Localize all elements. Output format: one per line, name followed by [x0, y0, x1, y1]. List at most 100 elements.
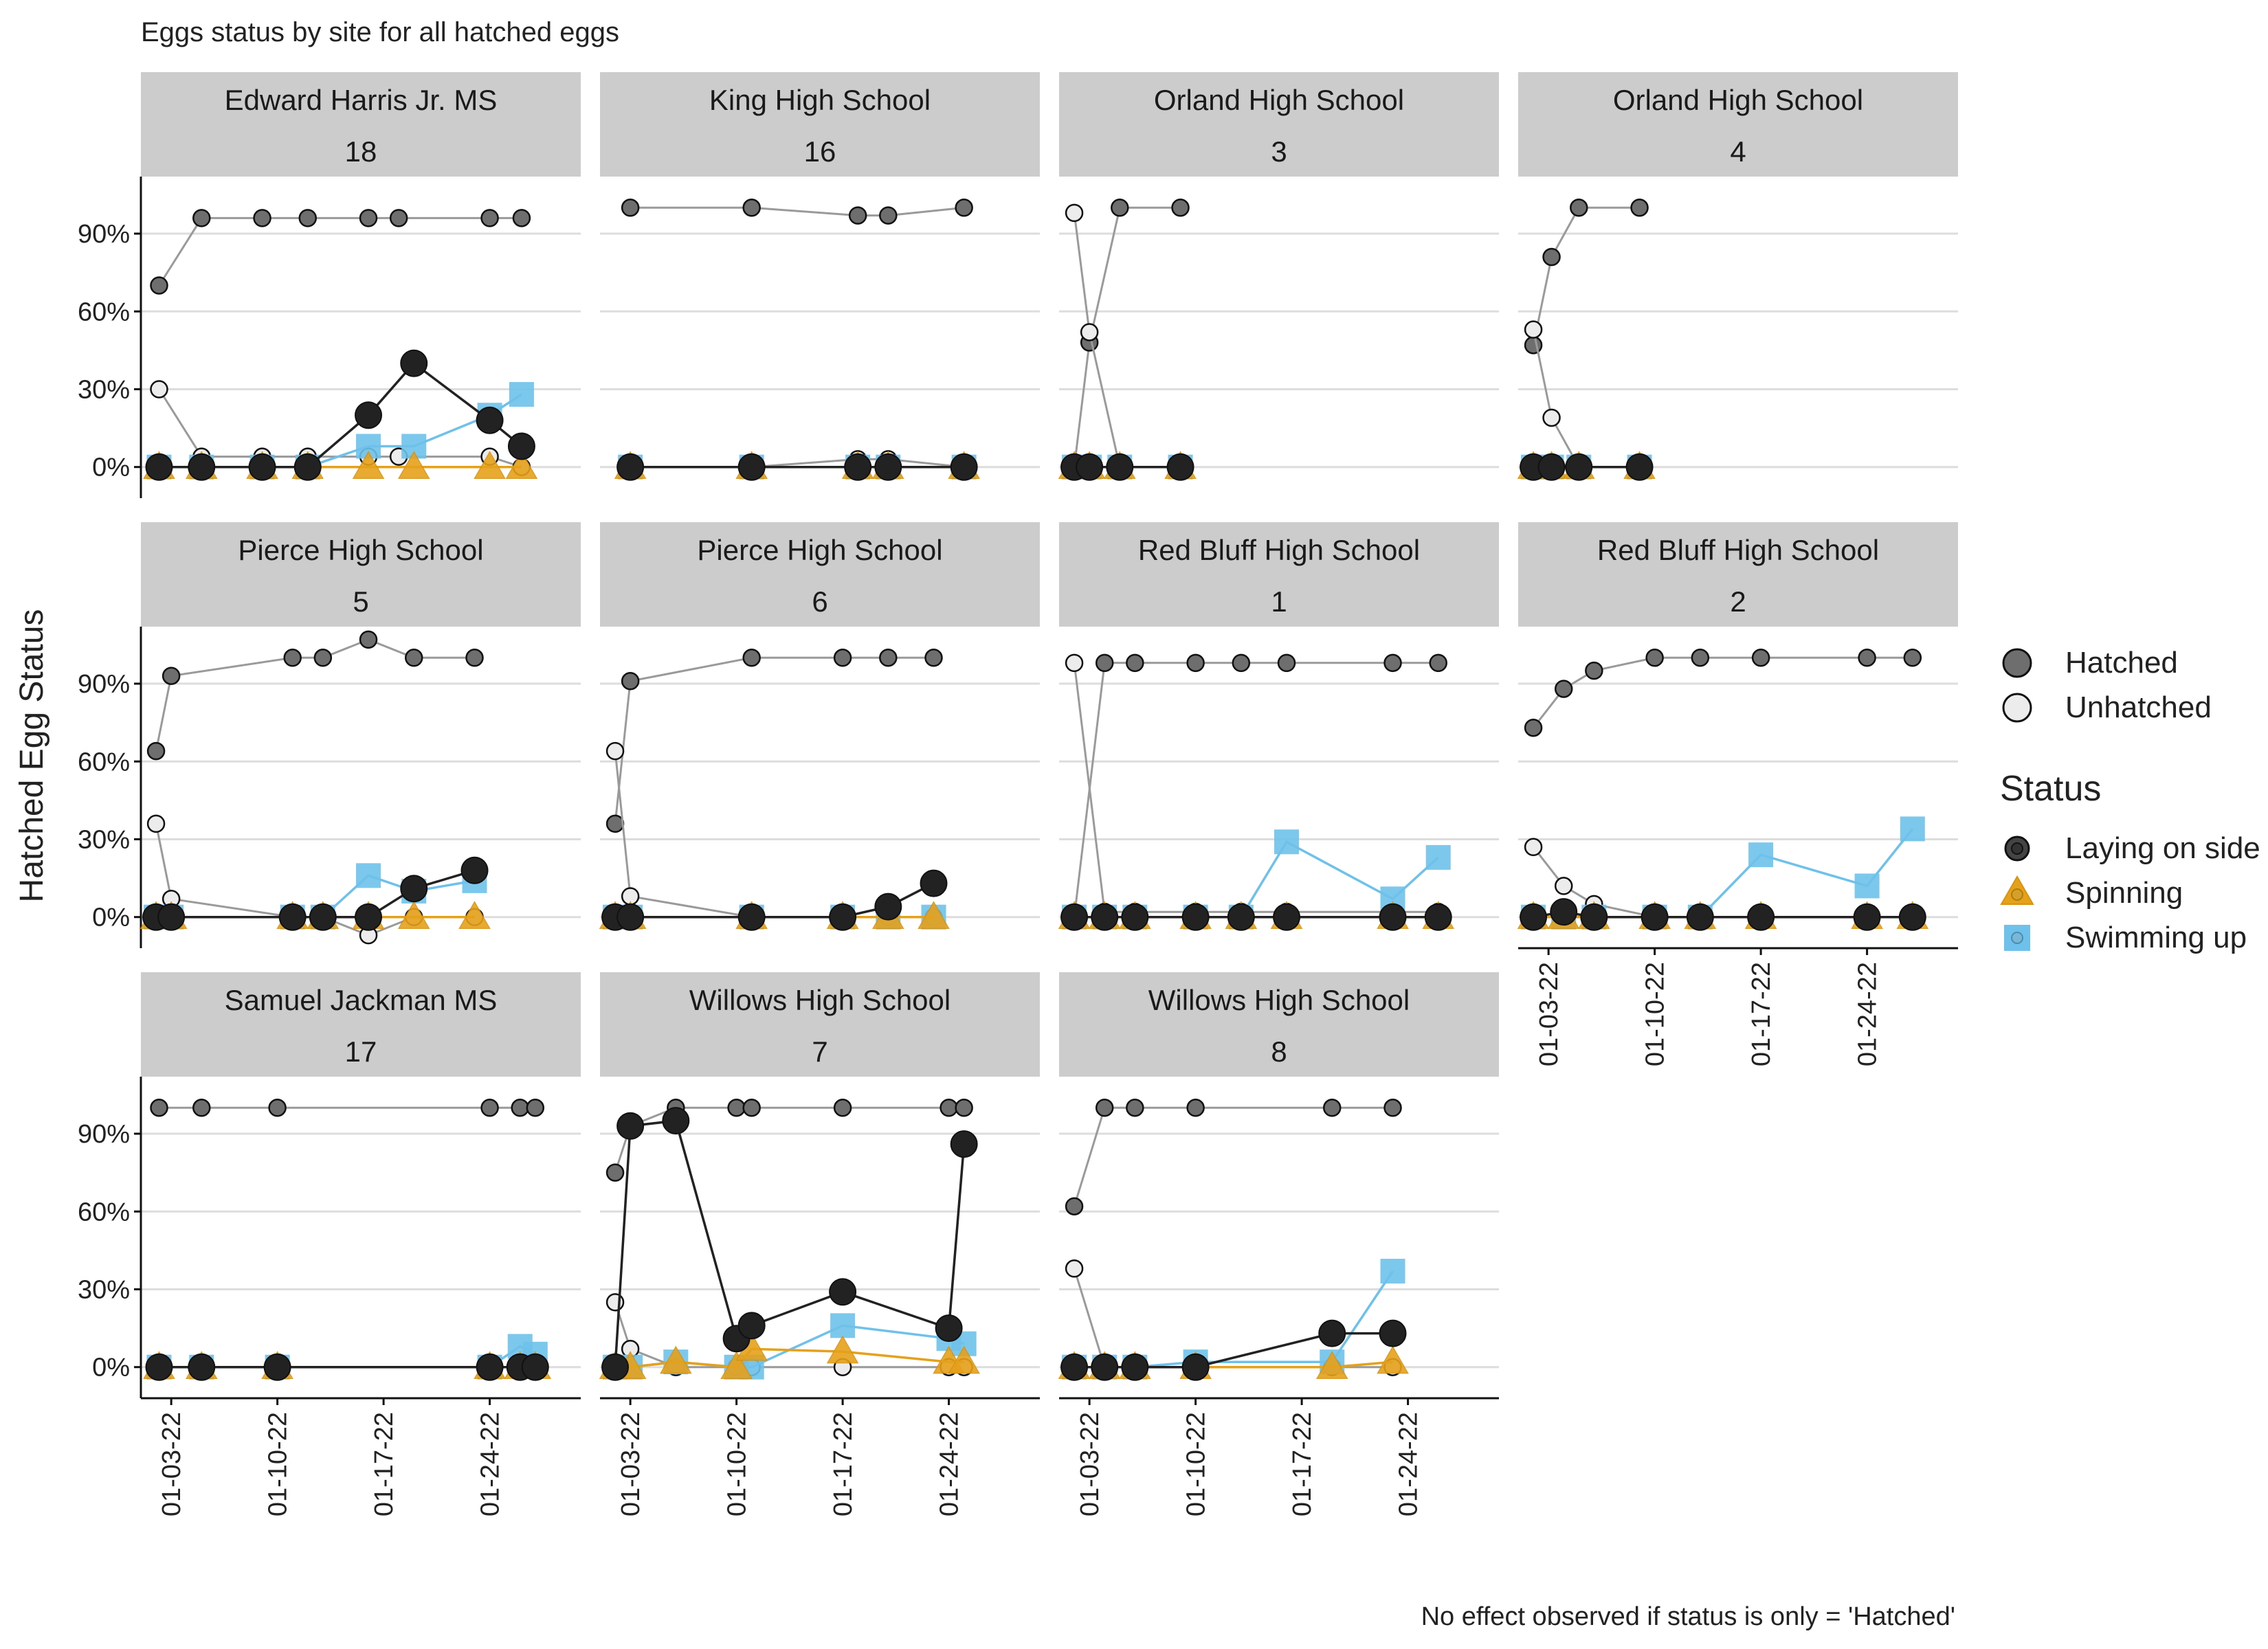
facet-panel: Samuel Jackman MS 17 0% 30% 60% 90% 01-03-22 01…	[78, 972, 581, 1516]
facet-strip	[600, 972, 1040, 1077]
legend-hatched-key	[2002, 648, 2032, 678]
point-hatched	[742, 649, 761, 667]
point-laying-on-side	[1686, 903, 1714, 931]
point-laying-on-side	[829, 1278, 857, 1306]
point-laying-on-side	[400, 875, 428, 903]
point-laying-on-side	[263, 1353, 291, 1381]
point-hatched	[480, 1099, 499, 1117]
legend-laying-key-inner	[2011, 842, 2023, 855]
point-hatched	[1126, 653, 1144, 673]
facet-tank-label: 1	[1271, 585, 1287, 618]
point-hatched	[1322, 1099, 1342, 1117]
legend-label-unhatched: Unhatched	[2065, 691, 2212, 724]
point-laying-on-side	[829, 903, 857, 931]
facet-tank-label: 4	[1730, 135, 1746, 168]
facet-strip	[1059, 522, 1499, 627]
legend-label-spinning: Spinning	[2065, 876, 2183, 910]
point-laying-on-side	[1853, 903, 1881, 931]
point-hatched	[621, 199, 640, 217]
point-spinning	[505, 451, 538, 479]
facet-site-label: Red Bluff High School	[1138, 534, 1420, 566]
point-hatched	[848, 206, 867, 225]
point-hatched	[924, 649, 943, 667]
point-laying-on-side	[1318, 1319, 1346, 1347]
point-unhatched	[1524, 838, 1543, 857]
point-hatched	[150, 276, 168, 295]
point-laying-on-side	[278, 903, 307, 931]
x-tick-label: 01-10-22	[1182, 1412, 1211, 1516]
facet-tank-label: 3	[1271, 135, 1287, 168]
point-spinning	[1377, 1345, 1409, 1374]
point-hatched	[1111, 199, 1129, 217]
point-hatched	[1277, 653, 1296, 673]
point-laying-on-side	[1580, 903, 1608, 931]
x-tick-label: 01-10-22	[1641, 962, 1670, 1066]
point-laying-on-side	[1424, 903, 1452, 931]
legend-label-hatched: Hatched	[2065, 646, 2178, 680]
point-hatched	[283, 649, 302, 667]
facet-tank-label: 5	[353, 585, 368, 618]
point-laying-on-side	[145, 453, 173, 481]
point-hatched	[605, 814, 625, 833]
chart-caption: No effect observed if status is only = '…	[1421, 1602, 1955, 1631]
x-tick-label: 01-17-22	[829, 1412, 858, 1516]
point-hatched	[1691, 649, 1710, 667]
facet-strip	[600, 522, 1040, 627]
facet-tank-label: 16	[804, 135, 836, 168]
facet-tank-label: 17	[345, 1035, 377, 1068]
facet-site-label: Orland High School	[1613, 84, 1863, 116]
point-hatched	[359, 630, 378, 649]
point-swimming-up	[1274, 829, 1300, 855]
y-tick-label: 90%	[78, 1120, 130, 1149]
point-swimming-up	[356, 863, 381, 888]
point-hatched	[298, 209, 318, 227]
facet-site-label: Orland High School	[1154, 84, 1404, 116]
point-unhatched	[146, 814, 166, 833]
x-tick-label: 01-03-22	[157, 1412, 186, 1516]
point-hatched	[1542, 247, 1561, 267]
legend-spinning-key-inner	[2011, 888, 2023, 901]
facet-strip	[1059, 72, 1499, 177]
point-hatched	[268, 1099, 287, 1117]
y-tick-label: 0%	[92, 453, 130, 482]
point-laying-on-side	[1121, 1353, 1149, 1381]
point-hatched	[162, 666, 181, 685]
point-laying-on-side	[1181, 903, 1210, 931]
point-hatched	[1383, 1099, 1402, 1117]
point-hatched	[1383, 653, 1402, 673]
point-swimming-up	[1425, 844, 1451, 870]
point-laying-on-side	[309, 903, 337, 931]
facet-panel: Red Bluff High School 1	[1058, 522, 1499, 931]
point-laying-on-side	[460, 856, 489, 884]
x-tick-label: 01-03-22	[1535, 962, 1564, 1066]
y-tick-label: 60%	[78, 748, 130, 776]
point-laying-on-side	[1121, 903, 1149, 931]
point-laying-on-side	[1520, 903, 1548, 931]
y-axis-label: Hatched Egg Status	[14, 609, 50, 903]
point-laying-on-side	[662, 1107, 690, 1135]
facet-tank-label: 6	[812, 585, 827, 618]
y-tick-label: 30%	[78, 1275, 130, 1304]
point-unhatched	[1542, 408, 1561, 427]
y-tick-label: 30%	[78, 825, 130, 854]
x-tick-label: 01-24-22	[935, 1412, 964, 1516]
legend-unhatched-key	[2002, 693, 2032, 723]
chart-title: Eggs status by site for all hatched eggs	[141, 17, 619, 47]
point-laying-on-side	[616, 453, 645, 481]
point-laying-on-side	[737, 903, 766, 931]
point-laying-on-side	[507, 432, 535, 460]
legend-label-swimming: Swimming up	[2065, 921, 2247, 954]
point-hatched	[253, 209, 271, 227]
point-unhatched	[1065, 653, 1084, 673]
point-laying-on-side	[145, 1353, 173, 1381]
point-laying-on-side	[1227, 903, 1255, 931]
facet-site-label: Willows High School	[689, 984, 950, 1016]
point-unhatched	[605, 741, 625, 761]
legend-label-laying: Laying on side	[2065, 831, 2260, 865]
x-tick-label: 01-10-22	[264, 1412, 293, 1516]
point-laying-on-side	[1379, 903, 1407, 931]
point-hatched	[940, 1099, 958, 1117]
point-laying-on-side	[920, 869, 948, 897]
point-hatched	[833, 649, 852, 667]
